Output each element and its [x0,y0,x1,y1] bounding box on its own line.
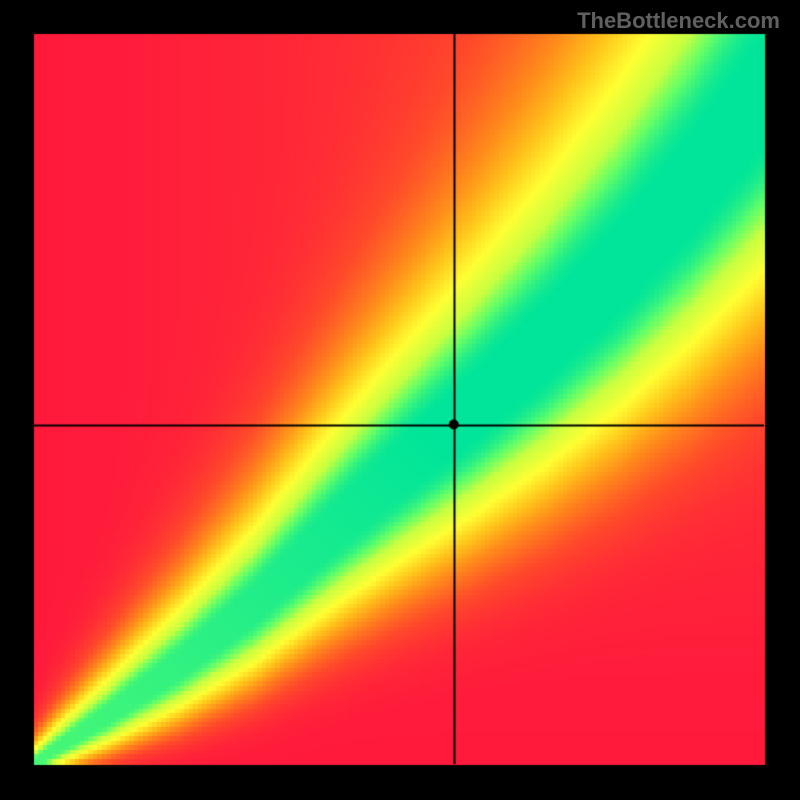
heatmap-canvas [0,0,800,800]
chart-container: TheBottleneck.com [0,0,800,800]
watermark-text: TheBottleneck.com [577,8,780,34]
